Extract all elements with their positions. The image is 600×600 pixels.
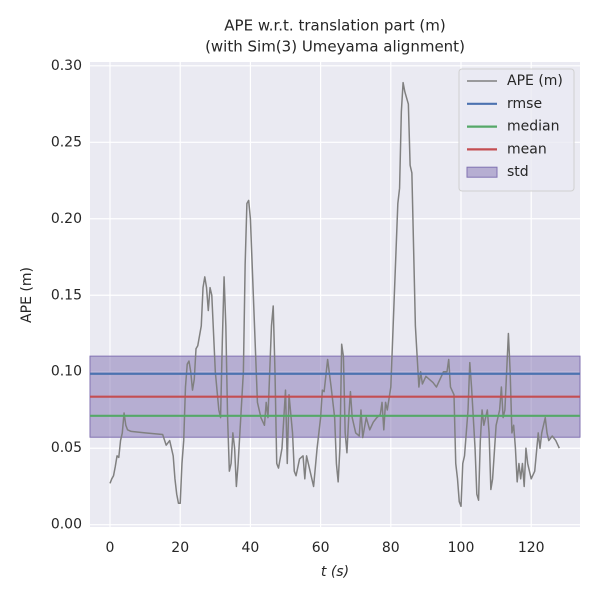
chart-title: APE w.r.t. translation part (m) bbox=[224, 17, 445, 35]
legend-label: median bbox=[507, 119, 559, 135]
y-tick-label: 0.15 bbox=[51, 287, 82, 303]
y-tick-label: 0.00 bbox=[51, 517, 82, 533]
x-axis-label: t (s) bbox=[321, 564, 349, 580]
legend: APE (m) rmse median mean std bbox=[458, 68, 575, 192]
y-tick-label: 0.25 bbox=[51, 134, 82, 150]
legend-box bbox=[458, 68, 575, 192]
x-tick-label: 40 bbox=[241, 540, 259, 556]
y-tick-label: 0.30 bbox=[51, 58, 82, 74]
legend-label: mean bbox=[507, 141, 547, 157]
x-tick-label: 20 bbox=[171, 540, 189, 556]
y-tick-label: 0.10 bbox=[51, 364, 82, 380]
y-tick-label: 0.05 bbox=[51, 440, 82, 456]
x-tick-label: 100 bbox=[448, 540, 475, 556]
series-line bbox=[109, 81, 560, 508]
x-tick-label: 60 bbox=[312, 540, 330, 556]
x-tick-label: 80 bbox=[382, 540, 400, 556]
x-tick-label: 0 bbox=[106, 540, 115, 556]
chart-subtitle: (with Sim(3) Umeyama alignment) bbox=[205, 38, 465, 56]
legend-swatch bbox=[466, 166, 498, 178]
legend-label: APE (m) bbox=[507, 73, 563, 89]
legend-label: std bbox=[507, 164, 529, 180]
y-axis-label: APE (m) bbox=[19, 267, 35, 323]
marks bbox=[89, 81, 581, 508]
x-tick-label: 120 bbox=[518, 540, 545, 556]
legend-label: rmse bbox=[507, 96, 542, 112]
y-tick-label: 0.20 bbox=[51, 211, 82, 227]
